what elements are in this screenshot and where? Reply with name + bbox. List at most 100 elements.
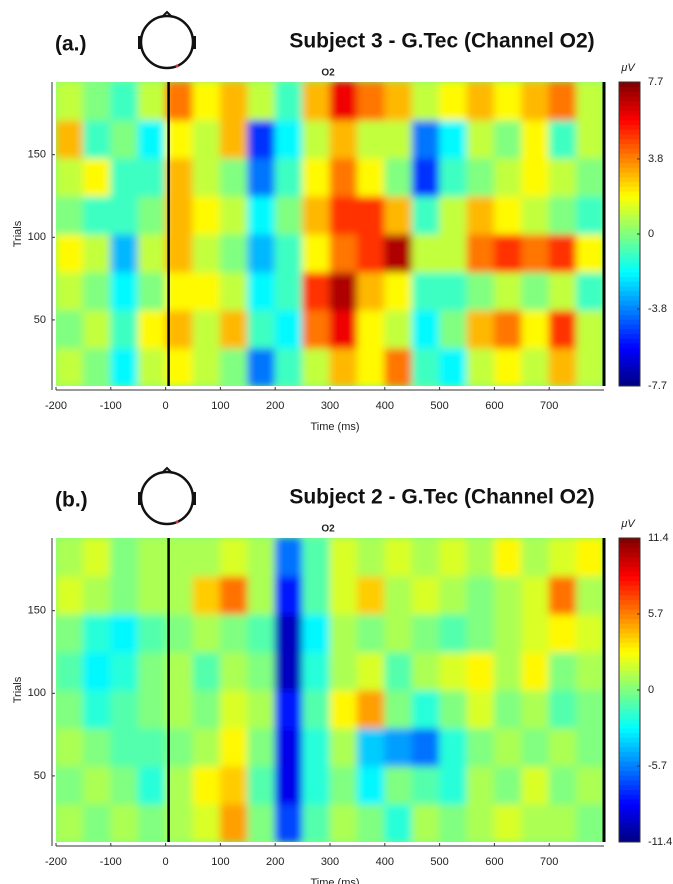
x-tick-label: 700 xyxy=(540,400,558,412)
heatmap-cell xyxy=(137,765,167,805)
heatmap-cell xyxy=(466,82,495,121)
heatmap-cell xyxy=(219,233,249,273)
heatmap-cell xyxy=(219,309,249,349)
heatmap-cell xyxy=(439,613,468,653)
heatmap-cell xyxy=(274,651,304,691)
chart-title: Subject 2 - G.Tec (Channel O2) xyxy=(289,486,594,509)
heatmap-cell xyxy=(82,727,112,767)
heatmap-cell xyxy=(576,538,604,577)
heatmap-cell xyxy=(274,575,304,615)
heatmap-cell xyxy=(110,309,139,349)
plot-area xyxy=(56,538,604,842)
heatmap-cell xyxy=(576,195,604,235)
heatmap-cell xyxy=(356,309,386,349)
heatmap-cell xyxy=(82,195,112,235)
heatmap-cell xyxy=(329,689,358,729)
heatmap-cell xyxy=(466,689,495,729)
heatmap-cell xyxy=(411,195,441,235)
heatmap-cell xyxy=(56,195,84,235)
heatmap-cell xyxy=(356,613,386,653)
heatmap-cell xyxy=(56,309,84,349)
heatmap-cell xyxy=(247,271,276,311)
heatmap-cell xyxy=(576,765,604,805)
heatmap-cell xyxy=(576,575,604,615)
heatmap-cell xyxy=(82,575,112,615)
colorbar-label: μV xyxy=(620,62,636,74)
heatmap-cell xyxy=(384,119,413,159)
heatmap-cell xyxy=(439,271,468,311)
heatmap-cell xyxy=(82,613,112,653)
heatmap-cell xyxy=(329,347,358,386)
heatmap-cell xyxy=(384,803,413,842)
heatmap-cell xyxy=(192,347,221,386)
heatmap-cell xyxy=(439,765,468,805)
heatmap-cell xyxy=(411,803,441,842)
heatmap-cell xyxy=(137,157,167,197)
x-axis-label: Time (ms) xyxy=(310,877,359,884)
heatmap-cell xyxy=(56,613,84,653)
heatmap-cell xyxy=(219,575,249,615)
heatmap-cell xyxy=(411,613,441,653)
heatmap-cell xyxy=(356,689,386,729)
heatmap-cell xyxy=(493,575,523,615)
head-icon xyxy=(138,466,196,526)
heatmap-cell xyxy=(137,271,167,311)
heatmap-cell xyxy=(493,233,523,273)
heatmap-cell xyxy=(411,119,441,159)
plot-area xyxy=(56,82,604,386)
heatmap-cell xyxy=(247,613,276,653)
heatmap-cell xyxy=(576,347,604,386)
heatmap-cell xyxy=(521,538,550,577)
heatmap-cell xyxy=(56,689,84,729)
heatmap-cell xyxy=(137,538,167,577)
heatmap-cell xyxy=(466,727,495,767)
heatmap-cell xyxy=(192,271,221,311)
x-tick-label: 200 xyxy=(266,856,284,868)
heatmap-cell xyxy=(466,765,495,805)
x-axis-label: Time (ms) xyxy=(310,421,359,433)
heatmap-cell xyxy=(219,538,249,577)
heatmap-cell xyxy=(192,575,221,615)
heatmap-cell xyxy=(247,727,276,767)
heatmap-cell xyxy=(384,82,413,121)
heatmap-cell xyxy=(82,119,112,159)
heatmap-cell xyxy=(137,689,167,729)
heatmap-cell xyxy=(548,613,578,653)
heatmap-cell xyxy=(439,538,468,577)
heatmap-cell xyxy=(302,309,331,349)
heatmap-cell xyxy=(493,651,523,691)
colorbar-tick-label: -7.7 xyxy=(648,380,667,392)
heatmap-cell xyxy=(548,195,578,235)
heatmap-cell xyxy=(219,803,249,842)
heatmap-cell xyxy=(411,271,441,311)
x-tick-label: 600 xyxy=(485,856,503,868)
heatmap xyxy=(56,82,604,386)
heatmap-cell xyxy=(439,82,468,121)
heatmap-cell xyxy=(82,689,112,729)
heatmap-cell xyxy=(439,309,468,349)
heatmap-cell xyxy=(219,119,249,159)
heatmap-cell xyxy=(110,803,139,842)
heatmap-cell xyxy=(56,538,84,577)
heatmap-cell xyxy=(356,347,386,386)
heatmap-cell xyxy=(356,82,386,121)
heatmap-cell xyxy=(439,651,468,691)
heatmap-cell xyxy=(274,347,304,386)
colorbar-tick-label: 5.7 xyxy=(648,608,663,620)
heatmap-cell xyxy=(521,119,550,159)
heatmap-cell xyxy=(329,157,358,197)
heatmap-cell xyxy=(247,347,276,386)
heatmap-cell xyxy=(82,347,112,386)
heatmap-cell xyxy=(274,689,304,729)
heatmap-cell xyxy=(521,613,550,653)
heatmap-cell xyxy=(219,82,249,121)
heatmap-cell xyxy=(493,347,523,386)
heatmap-cell xyxy=(521,765,550,805)
heatmap-cell xyxy=(548,82,578,121)
heatmap-cell xyxy=(56,157,84,197)
x-tick-label: 400 xyxy=(376,856,394,868)
heatmap-cell xyxy=(521,575,550,615)
heatmap-cell xyxy=(384,689,413,729)
heatmap-cell xyxy=(274,727,304,767)
